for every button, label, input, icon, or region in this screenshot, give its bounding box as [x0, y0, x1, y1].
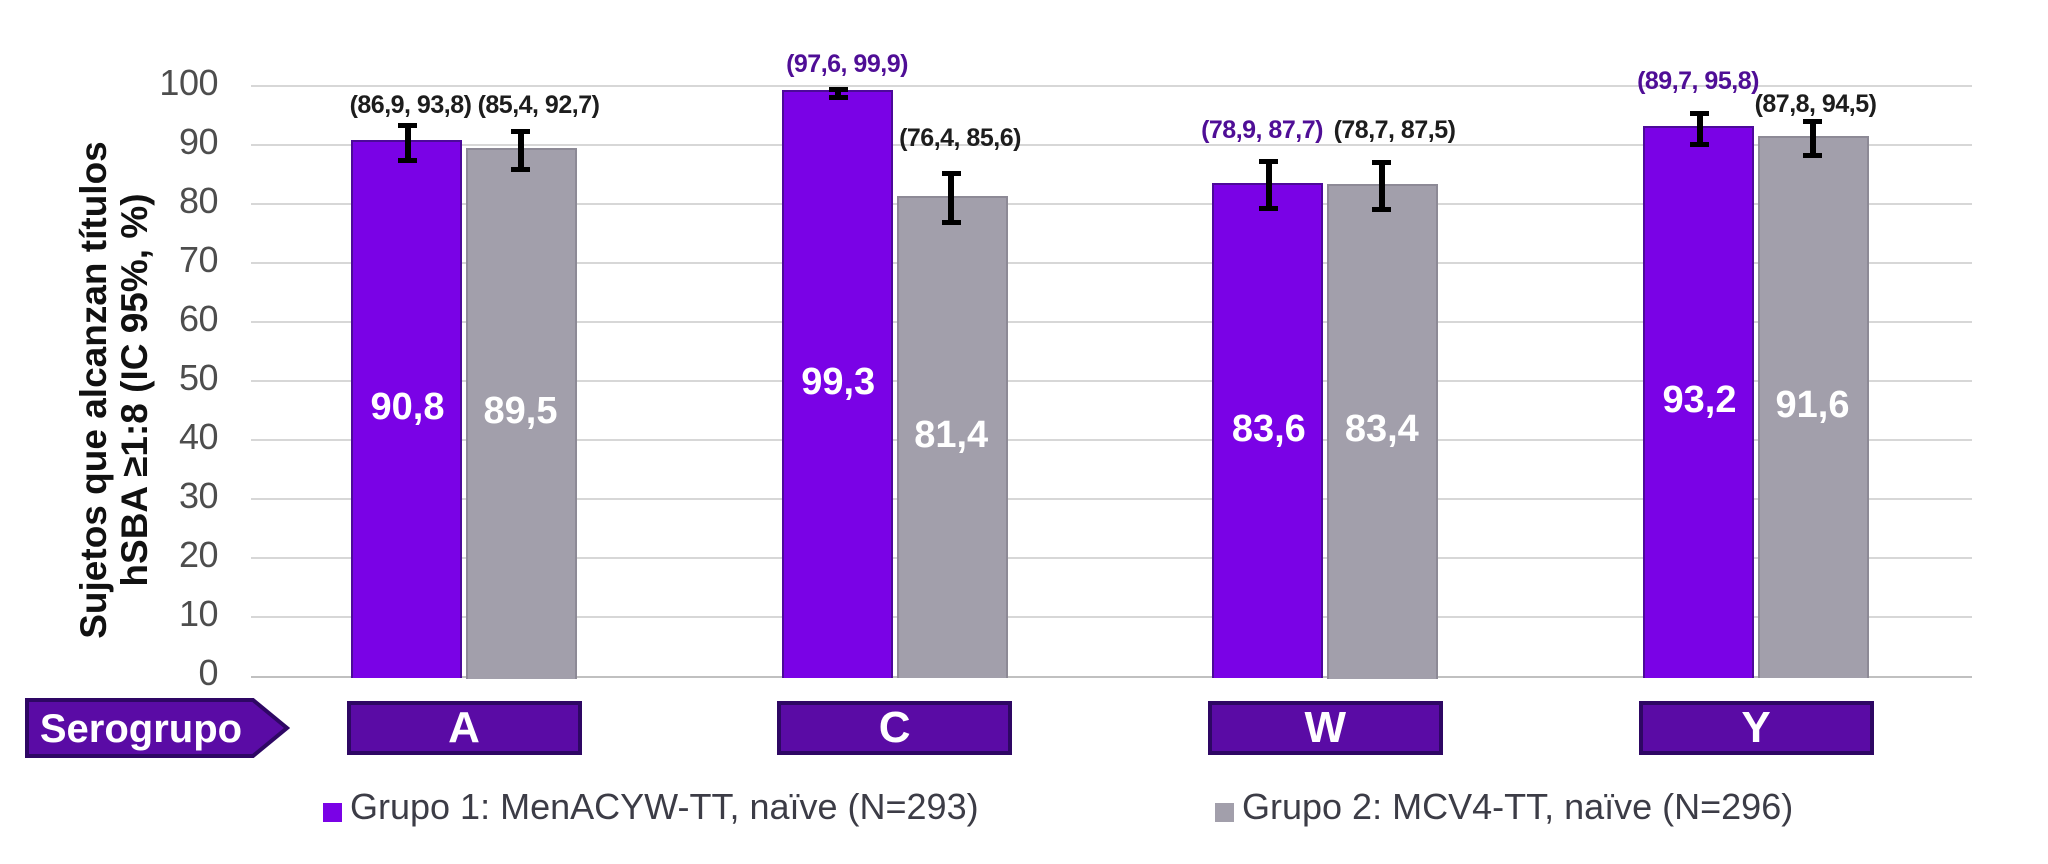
svg-text:Serogrupo: Serogrupo: [40, 707, 242, 751]
